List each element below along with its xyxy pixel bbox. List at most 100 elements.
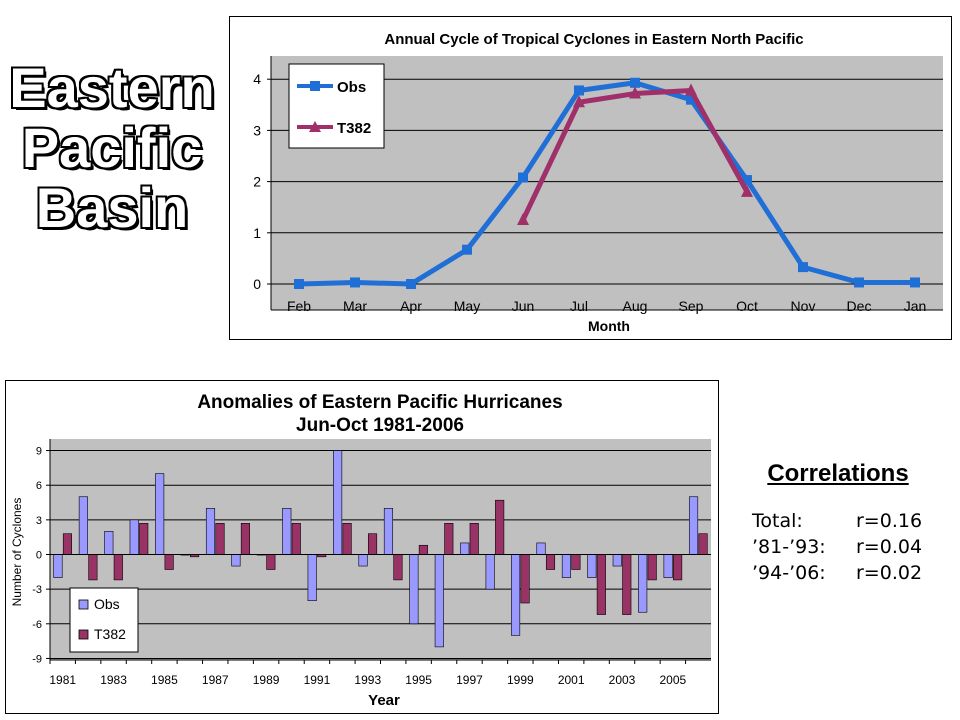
bar-obs <box>460 542 470 555</box>
legend-label-obs: Obs <box>337 79 366 96</box>
x-tick-label: Sep <box>679 298 704 314</box>
bar-obs <box>205 508 216 555</box>
plot-area <box>50 439 711 660</box>
x-tick-label: 1985 <box>151 673 178 687</box>
y-tick-label: 4 <box>253 71 261 87</box>
x-tick-label: Jun <box>512 298 535 314</box>
correlation-row: Total: r=0.16 <box>752 510 952 536</box>
y-tick-labels: 0 1 2 3 4 <box>253 71 261 292</box>
annual-cycle-chart: Annual Cycle of Tropical Cyclones in Eas… <box>229 16 952 340</box>
correlation-label: ’81-’93: <box>752 536 826 558</box>
data-point <box>742 175 752 186</box>
y-axis-label: Number of Cyclones <box>10 498 24 607</box>
bar-t382 <box>444 523 454 555</box>
series-group <box>294 77 920 289</box>
bar-obs <box>307 554 317 602</box>
bar-t382 <box>673 554 683 581</box>
bar-obs <box>561 554 571 578</box>
x-tick-label: 1987 <box>202 673 229 687</box>
bar-obs <box>409 554 419 625</box>
chart-title: Anomalies of Eastern Pacific Hurricanes <box>197 392 562 413</box>
legend-swatch-obs <box>78 599 89 610</box>
x-tick-label: Jul <box>570 298 588 314</box>
bar-t382 <box>266 554 276 570</box>
bar-obs <box>383 508 394 555</box>
correlation-value: r=0.16 <box>856 510 923 532</box>
bar-obs <box>485 554 495 590</box>
x-tick-label: 1993 <box>354 673 381 687</box>
legend-box <box>288 63 385 149</box>
data-point <box>685 83 697 96</box>
bar-obs <box>536 542 546 555</box>
correlation-row: ’94-’06: r=0.02 <box>752 562 952 588</box>
x-tick-label: Nov <box>791 298 816 314</box>
legend: Obs T382 <box>288 63 385 149</box>
bar-t382 <box>545 554 556 570</box>
bar-obs <box>663 554 673 578</box>
x-tick-label: Mar <box>343 298 367 314</box>
x-tick-label: May <box>454 298 480 314</box>
bar-t382 <box>469 523 479 555</box>
bar-t382 <box>139 523 149 555</box>
x-tick-label: Feb <box>287 298 311 314</box>
y-tick-label: 2 <box>253 174 261 190</box>
bar-t382 <box>164 554 174 570</box>
data-point <box>406 279 416 289</box>
bar-t382 <box>291 523 301 555</box>
anomalies-chart: Anomalies of Eastern Pacific Hurricanes … <box>5 380 719 714</box>
data-point <box>517 213 529 225</box>
slide-title: Eastern Pacific Basin <box>0 58 224 238</box>
bar-t382 <box>495 499 505 555</box>
legend-swatch-t382 <box>78 629 89 640</box>
bar-obs <box>155 473 165 555</box>
bar-obs <box>688 496 699 555</box>
bar-t382 <box>393 554 403 581</box>
data-point <box>629 86 641 99</box>
bar-obs <box>511 554 521 636</box>
correlations-title: Correlations <box>767 460 909 487</box>
y-tick-label: 1 <box>253 225 261 241</box>
data-point <box>854 277 864 288</box>
bar-t382 <box>342 523 352 555</box>
y-tick-label: 3 <box>36 515 42 527</box>
bar-t382 <box>240 523 250 555</box>
y-tick-label: 9 <box>36 446 42 458</box>
bar-t382 <box>113 554 123 581</box>
legend: Obs T382 <box>69 587 139 653</box>
data-point <box>462 244 472 255</box>
legend-marker-obs <box>310 81 320 91</box>
bar-obs <box>333 450 343 555</box>
x-tick-label: 1997 <box>456 673 483 687</box>
chart-title: Annual Cycle of Tropical Cyclones in Eas… <box>384 31 803 48</box>
correlations-panel: Correlations Total: r=0.16 ’81-’93: r=0.… <box>752 460 952 588</box>
correlation-value: r=0.04 <box>856 536 923 558</box>
bar-t382 <box>596 554 606 615</box>
bar-t382 <box>571 554 581 570</box>
data-point <box>630 77 640 88</box>
bar-t382 <box>215 523 225 555</box>
legend-label-t382: T382 <box>337 120 371 137</box>
bar-obs <box>282 508 292 555</box>
bar-obs <box>231 554 241 567</box>
x-tick-label: Apr <box>400 298 422 314</box>
data-point <box>910 277 920 288</box>
y-tick-label: 3 <box>253 122 261 138</box>
y-tick-label: -6 <box>32 619 42 631</box>
x-tick-label: Aug <box>623 298 648 314</box>
correlation-label: Total: <box>752 510 803 532</box>
bar-obs <box>358 554 368 567</box>
x-tick-label: 1983 <box>100 673 127 687</box>
y-tick-labels: 9 6 3 0 -3 -6 -9 <box>32 446 42 666</box>
bar-obs <box>78 496 88 555</box>
y-tick-label: 0 <box>36 550 42 562</box>
y-tick-label: 0 <box>253 276 261 292</box>
data-point <box>518 172 528 183</box>
slide-title-line: Basin <box>35 176 189 239</box>
data-point <box>798 262 808 273</box>
bar-t382 <box>520 554 530 604</box>
chart-subtitle: Jun-Oct 1981-2006 <box>296 415 464 436</box>
y-tick-label: -3 <box>32 584 42 596</box>
y-tick-label: -9 <box>32 653 42 665</box>
x-tick-label: 1991 <box>304 673 331 687</box>
x-tick-label: Jan <box>904 298 927 314</box>
